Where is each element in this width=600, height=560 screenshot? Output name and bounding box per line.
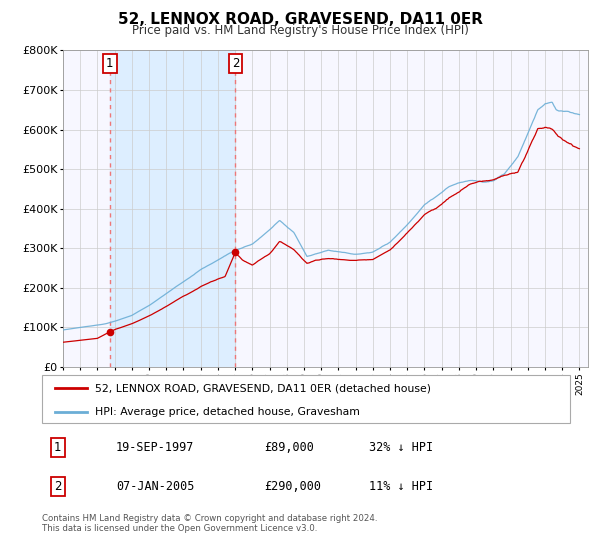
Bar [110, 50, 235, 367]
Text: 52, LENNOX ROAD, GRAVESEND, DA11 0ER (detached house): 52, LENNOX ROAD, GRAVESEND, DA11 0ER (de… [95, 383, 431, 393]
Text: 07-JAN-2005: 07-JAN-2005 [116, 480, 194, 493]
Text: 11% ↓ HPI: 11% ↓ HPI [370, 480, 433, 493]
Text: 2: 2 [232, 57, 239, 69]
Text: HPI: Average price, detached house, Gravesham: HPI: Average price, detached house, Grav… [95, 407, 359, 417]
Text: Price paid vs. HM Land Registry's House Price Index (HPI): Price paid vs. HM Land Registry's House … [131, 24, 469, 36]
Text: £290,000: £290,000 [264, 480, 321, 493]
Text: 2: 2 [54, 480, 62, 493]
Text: £89,000: £89,000 [264, 441, 314, 454]
Text: 1: 1 [54, 441, 62, 454]
Text: 19-SEP-1997: 19-SEP-1997 [116, 441, 194, 454]
Text: Contains HM Land Registry data © Crown copyright and database right 2024.
This d: Contains HM Land Registry data © Crown c… [42, 514, 377, 534]
Text: 1: 1 [106, 57, 113, 69]
Text: 32% ↓ HPI: 32% ↓ HPI [370, 441, 433, 454]
Text: 52, LENNOX ROAD, GRAVESEND, DA11 0ER: 52, LENNOX ROAD, GRAVESEND, DA11 0ER [118, 12, 482, 27]
